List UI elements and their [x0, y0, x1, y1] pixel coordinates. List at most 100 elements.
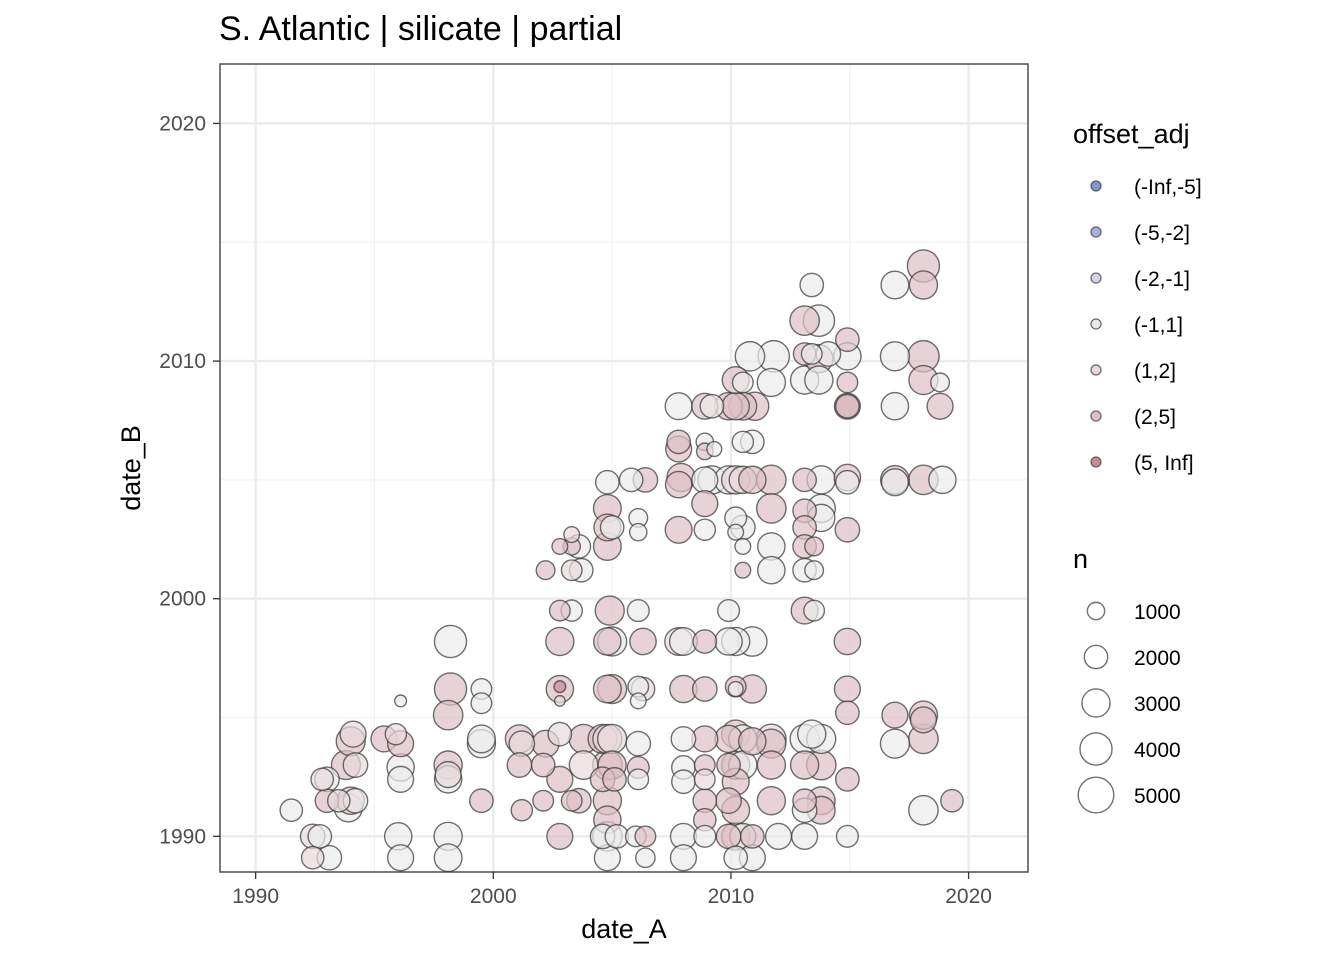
data-point [626, 599, 650, 623]
data-point [789, 750, 820, 780]
data-point [755, 493, 787, 524]
data-point [715, 823, 742, 850]
data-point [279, 798, 304, 823]
legend-color-key [1090, 318, 1102, 330]
legend-color-label: (-5,-2] [1134, 222, 1190, 245]
legend-size-key [1079, 732, 1113, 766]
data-point [716, 752, 741, 778]
data-point [879, 341, 911, 372]
x-tick-label: 2000 [470, 885, 517, 908]
data-point [764, 822, 793, 850]
data-point [394, 694, 408, 708]
data-point [432, 699, 464, 731]
data-point [560, 789, 583, 812]
data-point [510, 798, 534, 822]
data-point [738, 465, 767, 495]
data-point [634, 825, 657, 848]
data-point [635, 847, 656, 869]
data-point [627, 768, 650, 791]
data-point [434, 760, 462, 789]
data-point [594, 595, 625, 626]
data-points [279, 249, 964, 873]
data-point [386, 844, 415, 872]
data-point [693, 824, 717, 848]
y-tick-label: 2020 [159, 112, 206, 135]
plot-border [219, 63, 1029, 873]
legend-color-label: (-2,-1] [1134, 268, 1190, 291]
data-point [342, 752, 369, 778]
data-point [792, 467, 818, 493]
data-point [384, 722, 408, 746]
data-point [469, 788, 494, 814]
data-point [545, 626, 575, 657]
x-tick-label: 2010 [708, 885, 755, 908]
x-tick-label: 2020 [945, 885, 992, 908]
legend-size-title: n [1073, 544, 1088, 574]
data-point [926, 392, 954, 420]
legend-n: n 1000 2000 3000 4000 5000 [1073, 544, 1181, 814]
data-point [756, 750, 787, 780]
data-point [664, 515, 693, 544]
data-point [553, 694, 566, 707]
data-point [734, 561, 752, 579]
data-point [727, 680, 744, 698]
legend-color-label: (1,2] [1134, 360, 1176, 383]
data-point [734, 537, 752, 555]
legend-color-label: (2,5] [1134, 406, 1176, 429]
data-point [692, 629, 718, 654]
data-point [756, 785, 787, 816]
data-point [834, 469, 860, 495]
data-point [433, 843, 463, 873]
y-axis: 1990 2000 2010 2020 [159, 112, 220, 848]
data-point [796, 719, 827, 749]
data-point [602, 766, 627, 792]
data-point [789, 305, 820, 337]
legend-size-label: 4000 [1134, 739, 1181, 762]
data-point [530, 752, 556, 778]
data-point [731, 371, 754, 394]
legend-color-key [1090, 272, 1102, 284]
legend-size-label: 5000 [1134, 785, 1181, 808]
data-point [386, 765, 415, 793]
data-point [433, 624, 468, 659]
x-axis-label: date_A [581, 914, 667, 944]
data-point [739, 823, 765, 849]
data-point [310, 767, 335, 792]
data-point [734, 340, 766, 372]
data-point [553, 680, 567, 694]
y-tick-label: 1990 [159, 825, 206, 848]
legend-color-key [1090, 410, 1102, 422]
legend-size-key [1086, 601, 1106, 621]
legend-color-key [1090, 364, 1102, 376]
data-point [880, 468, 910, 497]
data-point [506, 752, 533, 778]
data-point [909, 706, 938, 734]
y-axis-label: date_B [116, 425, 146, 511]
data-point [666, 429, 692, 455]
legend-color-title: offset_adj [1073, 119, 1190, 149]
data-point [671, 769, 696, 795]
data-point [804, 536, 825, 557]
data-point [326, 788, 351, 813]
data-point [548, 599, 571, 622]
data-point [756, 367, 787, 398]
data-point [834, 700, 860, 726]
legend-size-label: 3000 [1134, 693, 1181, 716]
chart-title: S. Atlantic | silicate | partial [219, 10, 622, 48]
legend-offset-adj: offset_adj (-Inf,-5] (-5,-2] (-2,-1] (-1,1]… [1073, 119, 1202, 475]
legend-color-label: (-1,1] [1134, 314, 1183, 337]
data-point [625, 730, 652, 757]
data-point [834, 766, 860, 792]
legend-color-key [1090, 226, 1102, 238]
data-point [593, 627, 622, 656]
data-point [880, 391, 910, 421]
data-point [799, 272, 825, 298]
data-point [803, 599, 826, 622]
data-point [691, 490, 719, 518]
data-point [307, 823, 333, 849]
data-point [560, 559, 583, 582]
legend-size-key [1083, 644, 1109, 670]
data-point [563, 526, 581, 544]
